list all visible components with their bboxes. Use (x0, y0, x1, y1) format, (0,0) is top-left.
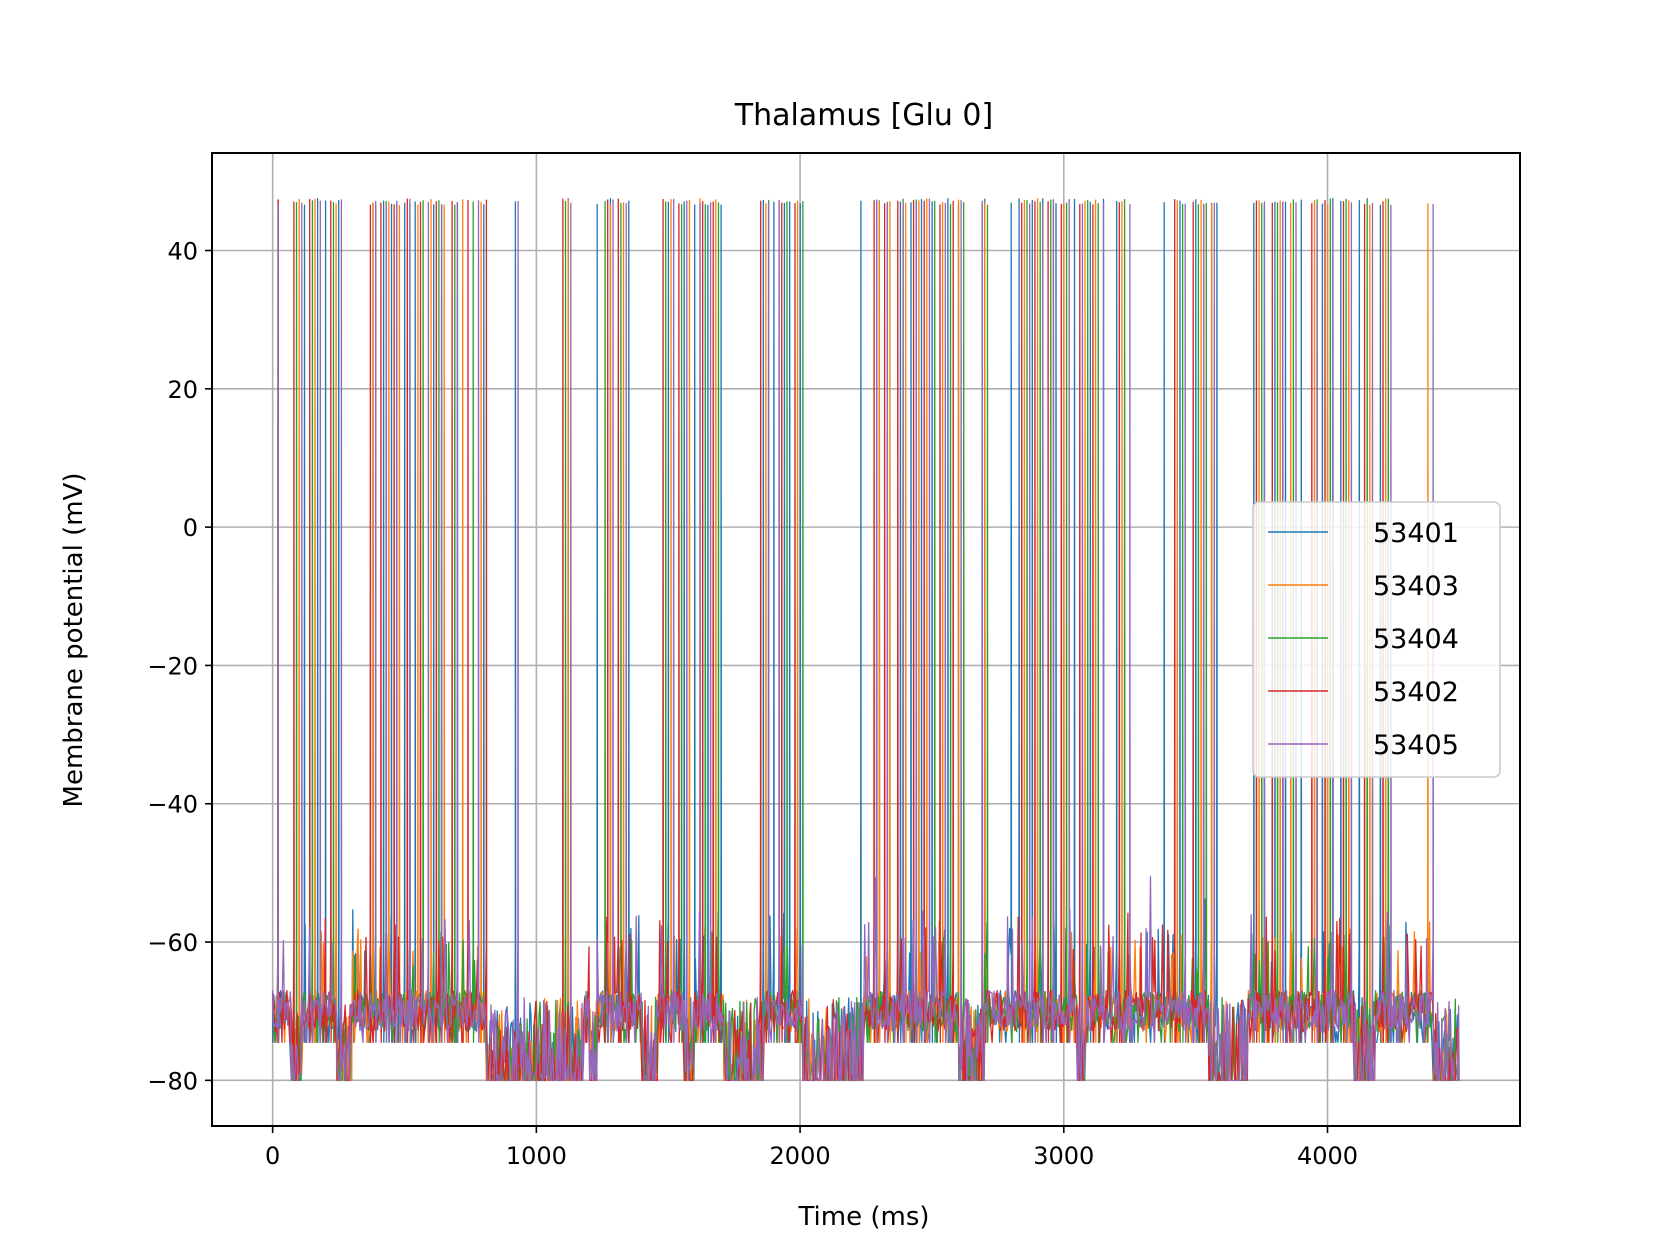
x-axis-ticks: 0 1000 2000 3000 4000 (265, 1126, 1358, 1170)
legend-label: 53404 (1373, 624, 1459, 655)
y-tick-label: 40 (167, 238, 198, 266)
y-tick-label: 20 (167, 376, 198, 404)
legend-label: 53402 (1373, 677, 1459, 708)
x-axis-label: Time (ms) (797, 1202, 929, 1232)
y-tick-label: −20 (147, 652, 198, 680)
plot-area (272, 198, 1460, 1082)
y-tick-label: −60 (147, 929, 198, 957)
x-tick-label: 2000 (770, 1142, 831, 1170)
x-tick-label: 3000 (1033, 1142, 1094, 1170)
x-tick-label: 0 (265, 1142, 280, 1170)
y-tick-label: 0 (183, 514, 198, 542)
legend-label: 53401 (1373, 518, 1459, 549)
y-tick-label: −40 (147, 791, 198, 819)
legend: 53401 53403 53404 53402 53405 (1252, 501, 1501, 778)
y-tick-label: −80 (147, 1067, 198, 1095)
series-line-53405 (272, 198, 1460, 1082)
y-axis-ticks: −80 −60 −40 −20 0 20 40 (147, 238, 212, 1095)
legend-label: 53405 (1373, 730, 1459, 761)
y-axis-label: Membrane potential (mV) (59, 473, 89, 808)
legend-label: 53403 (1373, 571, 1459, 602)
axes-frame (211, 152, 1521, 1127)
x-tick-label: 1000 (506, 1142, 567, 1170)
chart-title: Thalamus [Glu 0] (734, 98, 993, 133)
legend-box (1252, 501, 1501, 778)
x-tick-label: 4000 (1297, 1142, 1358, 1170)
